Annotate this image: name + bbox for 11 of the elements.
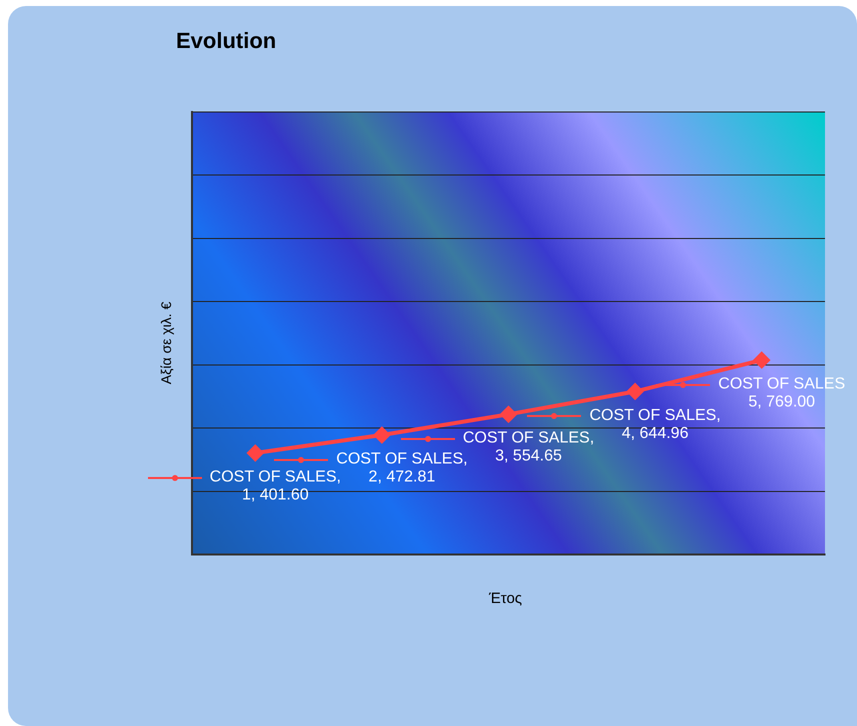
data-label: COST OF SALES 5, 769.00 — [718, 376, 846, 411]
data-label: COST OF SALES, 2, 472.81 — [336, 450, 468, 486]
point — [754, 352, 770, 368]
point — [247, 445, 264, 462]
x-axis-title: Έτος — [488, 590, 524, 607]
point — [374, 427, 390, 444]
chart-title: Evolution — [176, 28, 276, 54]
point — [500, 406, 516, 422]
data-label: COST OF SALES, 4, 644.96 — [589, 406, 721, 442]
point — [627, 383, 644, 400]
y-axis-title: Αξία σε χιλ. € — [158, 302, 174, 384]
